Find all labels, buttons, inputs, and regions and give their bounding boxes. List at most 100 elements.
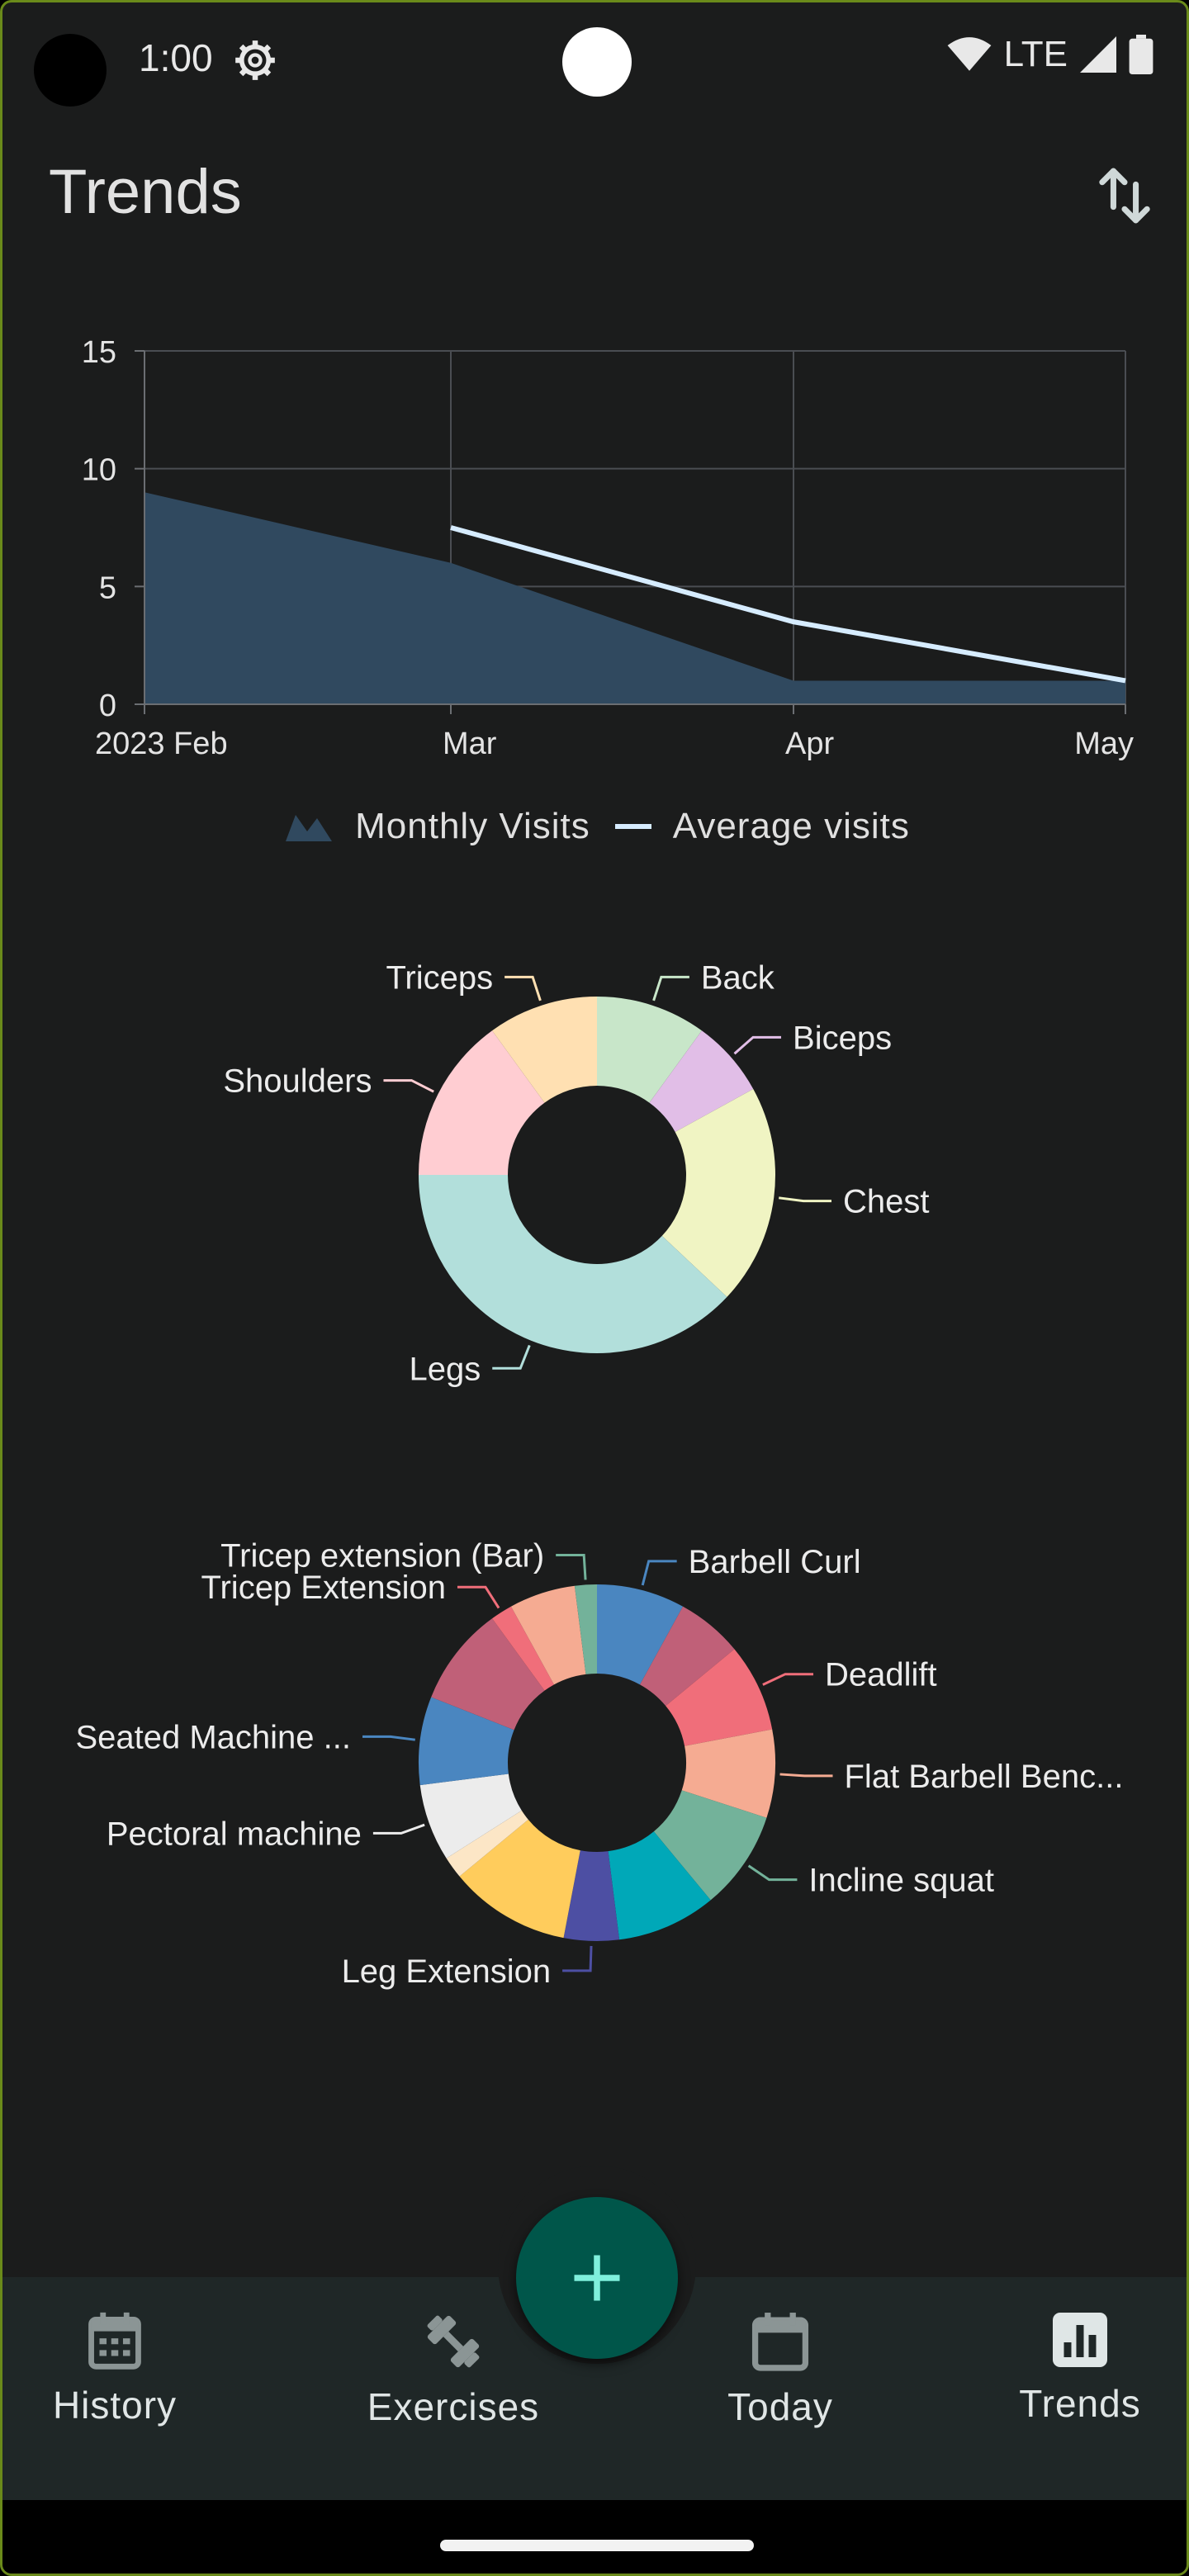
area-legend-icon bbox=[286, 815, 333, 841]
slice-label: Pectoral machine bbox=[107, 1816, 362, 1852]
donut-slice[interactable] bbox=[419, 1697, 514, 1786]
leader-line bbox=[562, 1945, 593, 1972]
y-tick-label: 0 bbox=[99, 689, 116, 723]
calendar-icon bbox=[751, 2313, 809, 2371]
slice-label: Tricep Extension bbox=[201, 1570, 446, 1606]
status-bar: 1:00 LTE bbox=[2, 2, 1187, 118]
dumbbell-icon bbox=[427, 2315, 480, 2368]
slice-label: Flat Barbell Benc... bbox=[845, 1759, 1124, 1795]
donut-slice[interactable] bbox=[492, 997, 597, 1103]
line-legend-icon bbox=[614, 824, 651, 829]
nav-label: Exercises bbox=[367, 2385, 540, 2428]
donut-slice[interactable] bbox=[661, 1088, 776, 1297]
signal-icon bbox=[1080, 36, 1116, 73]
add-button[interactable] bbox=[516, 2197, 678, 2359]
nav-item-history[interactable]: History bbox=[7, 2310, 222, 2475]
leader-line bbox=[372, 1823, 425, 1835]
leader-line bbox=[457, 1585, 500, 1609]
exercise-donut-chart: Barbell Curl Deadlift Flat Barbell Benc...… bbox=[75, 1537, 1124, 1990]
nav-label: Trends bbox=[1019, 2382, 1141, 2425]
x-tick-label: May bbox=[1074, 727, 1134, 761]
visits-area-chart: 0 5 10 15 2023 Feb Mar Apr May bbox=[82, 335, 1134, 761]
calendar-grid-icon bbox=[88, 2312, 141, 2370]
camera-cutout bbox=[34, 34, 107, 107]
status-time: 1:00 bbox=[139, 36, 213, 79]
bar-chart-icon bbox=[1053, 2313, 1107, 2367]
donut-slice[interactable] bbox=[597, 997, 702, 1103]
donut-slice[interactable] bbox=[597, 1584, 684, 1685]
donut-slice[interactable] bbox=[510, 1585, 586, 1685]
slice-label: Incline squat bbox=[808, 1863, 994, 1899]
slice-label: Back bbox=[701, 959, 775, 996]
y-tick-label: 10 bbox=[82, 453, 116, 488]
leader-line bbox=[733, 1035, 782, 1055]
donut-slice[interactable] bbox=[653, 1790, 767, 1901]
battery-icon bbox=[1129, 35, 1153, 74]
slice-label: Leg Extension bbox=[342, 1953, 552, 1990]
slice-label: Triceps bbox=[386, 959, 493, 996]
x-tick-label: Mar bbox=[443, 727, 497, 761]
x-tick-label: Apr bbox=[785, 727, 834, 761]
donut-slice[interactable] bbox=[574, 1584, 597, 1674]
network-type: LTE bbox=[1003, 34, 1068, 74]
nav-label: History bbox=[52, 2384, 178, 2427]
x-tick-label: 2023 Feb bbox=[95, 727, 228, 761]
slice-label: Biceps bbox=[793, 1020, 892, 1056]
donut-slice[interactable] bbox=[459, 1819, 580, 1939]
donut-slice[interactable] bbox=[563, 1850, 620, 1941]
plus-icon bbox=[574, 2255, 620, 2301]
leader-line bbox=[556, 1553, 587, 1580]
nav-item-today[interactable]: Today bbox=[673, 2310, 888, 2475]
nav-item-trends[interactable]: Trends bbox=[973, 2310, 1187, 2475]
leader-line bbox=[492, 1344, 531, 1370]
slice-label: Barbell Curl bbox=[689, 1544, 861, 1580]
leader-line bbox=[762, 1673, 814, 1686]
legend-item-monthly-visits[interactable]: Monthly Visits bbox=[284, 806, 590, 847]
wifi-icon bbox=[947, 37, 991, 71]
legend-label: Average visits bbox=[672, 806, 910, 846]
donut-slice[interactable] bbox=[419, 1773, 522, 1859]
leader-line bbox=[779, 1196, 832, 1203]
donut-slice[interactable] bbox=[640, 1606, 735, 1707]
nav-label: Today bbox=[727, 2385, 833, 2428]
slice-label: Deadlift bbox=[825, 1657, 937, 1693]
slice-label: Legs bbox=[409, 1351, 481, 1387]
system-icons: LTE bbox=[946, 34, 1153, 75]
legend-label: Monthly Visits bbox=[355, 806, 590, 846]
donut-slice[interactable] bbox=[446, 1810, 528, 1877]
leader-line bbox=[504, 975, 542, 1002]
gesture-bar bbox=[2, 2500, 1187, 2574]
leader-line bbox=[652, 975, 689, 1002]
front-camera bbox=[562, 27, 632, 97]
donut-slice[interactable] bbox=[649, 1030, 754, 1132]
chart-legend: Monthly Visits Average visits bbox=[2, 802, 1187, 851]
donut-slice[interactable] bbox=[419, 1030, 545, 1175]
home-indicator[interactable] bbox=[440, 2540, 754, 2551]
monthly-visits-area bbox=[144, 492, 1125, 704]
slice-label: Seated Machine ... bbox=[75, 1719, 351, 1755]
donut-slice[interactable] bbox=[681, 1729, 775, 1818]
legend-item-average-visits[interactable]: Average visits bbox=[614, 806, 910, 847]
donut-slice[interactable] bbox=[419, 1175, 727, 1354]
page-title: Trends bbox=[49, 157, 242, 227]
y-tick-label: 5 bbox=[99, 571, 116, 605]
gear-icon bbox=[235, 40, 275, 80]
leader-line bbox=[383, 1079, 434, 1093]
donut-slice[interactable] bbox=[431, 1618, 545, 1731]
slice-label: Shoulders bbox=[223, 1063, 372, 1100]
slice-label: Tricep extension (Bar) bbox=[220, 1537, 544, 1574]
slice-label: Chest bbox=[843, 1184, 930, 1220]
donut-slice[interactable] bbox=[666, 1649, 773, 1746]
leader-line bbox=[641, 1560, 677, 1586]
leader-line bbox=[779, 1773, 833, 1778]
average-visits-line bbox=[450, 525, 1126, 684]
donut-slice[interactable] bbox=[608, 1831, 711, 1940]
donut-slice[interactable] bbox=[492, 1606, 554, 1691]
leader-line bbox=[747, 1864, 798, 1882]
muscle-group-donut-chart: Back Biceps Chest Legs Shoulders Triceps bbox=[223, 959, 930, 1387]
swap-vertical-icon[interactable] bbox=[1097, 164, 1152, 227]
nav-item-exercises[interactable]: Exercises bbox=[346, 2310, 561, 2475]
y-tick-label: 15 bbox=[82, 335, 116, 370]
leader-line bbox=[362, 1735, 415, 1741]
